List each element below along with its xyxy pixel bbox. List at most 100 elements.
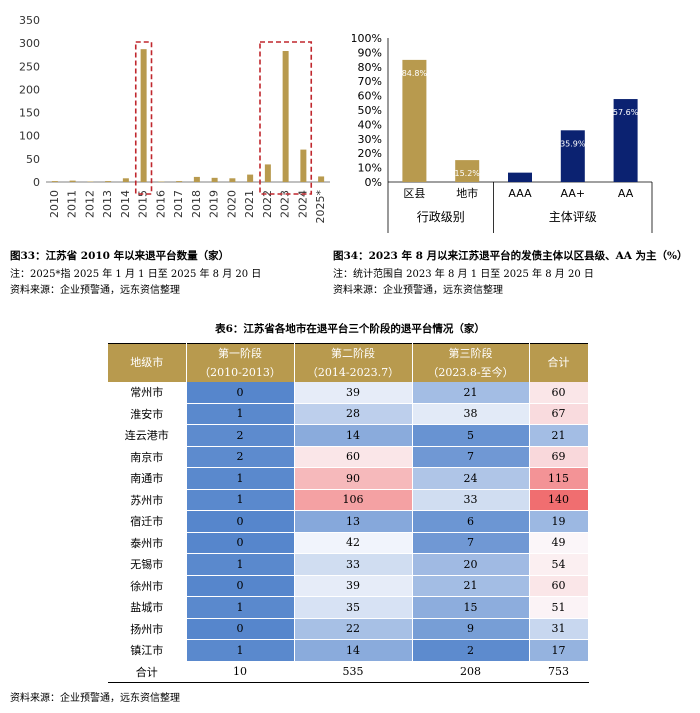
city-cell: 南通市 <box>108 467 187 490</box>
table-row: 徐州市 0 39 21 60 <box>108 575 589 597</box>
header-stage3-range: （2023.8-至今） <box>412 364 530 382</box>
total-cell: 54 <box>529 553 589 576</box>
table-row: 盐城市 1 35 15 51 <box>108 596 589 619</box>
stage2-cell: 28 <box>294 403 413 425</box>
value-label: 57.6% <box>613 108 639 117</box>
x-tick-label: 2012 <box>83 190 96 218</box>
figure33-source: 资料来源：企业预警通，远东资信整理 <box>10 285 180 296</box>
header-city: 地级市 <box>108 343 187 382</box>
total-cell: 67 <box>529 403 589 425</box>
stage1-cell: 0 <box>186 510 295 533</box>
y-tick-label: 60% <box>358 90 382 103</box>
header-stage1: 第一阶段 <box>186 343 295 364</box>
bar-2022 <box>264 164 271 182</box>
figure33-note: 注：2025*指 2025 年 1 月 1 日至 2025 年 8 月 20 日 <box>10 269 262 280</box>
stage3-cell: 5 <box>412 424 530 447</box>
total-cell: 60 <box>529 575 589 597</box>
value-label: 6.5% <box>510 182 531 191</box>
table-total-row: 合计 10 535 208 753 <box>108 660 589 683</box>
stage2-cell: 39 <box>294 575 413 597</box>
bar-2019 <box>211 177 218 182</box>
figure33-caption: 图33：江苏省 2010 年以来退平台数量（家） <box>10 250 230 262</box>
stage2-cell: 22 <box>294 618 413 640</box>
total-stage1-cell: 10 <box>186 660 295 683</box>
table-row: 宿迁市 0 13 6 19 <box>108 510 589 533</box>
bar-2010 <box>51 181 58 182</box>
stage1-cell: 0 <box>186 575 295 597</box>
header-stage2: 第二阶段 <box>294 343 413 364</box>
stage2-cell: 42 <box>294 532 413 554</box>
table-row: 泰州市 0 42 7 49 <box>108 532 589 554</box>
y-tick-label: 150 <box>19 107 40 120</box>
bar-2017 <box>176 181 183 182</box>
city-cell: 南京市 <box>108 446 187 468</box>
y-tick-label: 350 <box>19 14 40 27</box>
value-label: 35.9% <box>560 139 586 148</box>
y-tick-label: 80% <box>358 61 382 74</box>
stage3-cell: 21 <box>412 382 530 404</box>
x-tick-label: AA <box>618 187 634 200</box>
x-tick-label: 2018 <box>190 190 203 218</box>
x-tick-label: 2010 <box>48 190 61 218</box>
stage3-cell: 38 <box>412 403 530 425</box>
x-tick-label: 区县 <box>403 187 425 200</box>
total-cell: 19 <box>529 510 589 533</box>
y-tick-label: 0 <box>33 176 40 189</box>
total-cell: 31 <box>529 618 589 640</box>
issuer-share-chart: 0%10% 20%30% 40%50%60% 70%80% 90%100% 84.8% 区县… <box>352 32 653 233</box>
x-tick-label: 2014 <box>119 190 132 218</box>
total-label-cell: 合计 <box>108 660 187 683</box>
x-tick-label: 地市 <box>456 186 478 200</box>
y-tick-label: 0% <box>365 176 382 189</box>
value-label: 84.8% <box>402 69 428 78</box>
total-stage3-cell: 208 <box>412 660 530 683</box>
header-stage2-range: （2014-2023.7） <box>294 364 413 382</box>
table6-title: 表6：江苏省各地市在退平台三个阶段的退平台情况（家） <box>215 323 485 335</box>
stage1-cell: 1 <box>186 403 295 425</box>
bar-区县 <box>402 59 427 182</box>
bar-2023 <box>282 51 289 182</box>
y-tick-label: 20% <box>358 147 382 160</box>
y-tick-label: 100 <box>19 130 40 143</box>
stage1-cell: 1 <box>186 489 295 511</box>
bar-2014 <box>122 178 129 182</box>
stage1-cell: 2 <box>186 446 295 468</box>
city-cell: 苏州市 <box>108 489 187 511</box>
stage2-cell: 90 <box>294 467 413 490</box>
y-tick-label: 90% <box>358 46 382 59</box>
stage2-cell: 106 <box>294 489 413 511</box>
y-tick-label: 200 <box>19 83 40 96</box>
stage2-cell: 60 <box>294 446 413 468</box>
stage3-cell: 15 <box>412 596 530 619</box>
figure34-source: 资料来源：企业预警通，远东资信整理 <box>333 285 503 296</box>
table-row: 常州市 0 39 21 60 <box>108 382 589 404</box>
bar-地市 <box>455 160 480 182</box>
city-cell: 连云港市 <box>108 424 187 447</box>
total-cell: 69 <box>529 446 589 468</box>
x-tick-label: 2023 <box>279 190 292 218</box>
x-tick-label: 2019 <box>208 190 221 218</box>
group-label-admin: 行政级别 <box>417 210 465 224</box>
y-tick-label: 100% <box>352 32 382 45</box>
header-stage1-range: （2010-2013） <box>186 364 295 382</box>
stage1-cell: 1 <box>186 467 295 490</box>
city-cell: 无锡市 <box>108 553 187 576</box>
stage1-cell: 0 <box>186 618 295 640</box>
city-cell: 淮安市 <box>108 403 187 425</box>
city-cell: 徐州市 <box>108 575 187 597</box>
stage1-cell: 1 <box>186 639 295 662</box>
total-cell: 51 <box>529 596 589 619</box>
stage2-cell: 33 <box>294 553 413 576</box>
stage1-cell: 2 <box>186 424 295 447</box>
stage2-cell: 13 <box>294 510 413 533</box>
table-row: 淮安市 1 28 38 67 <box>108 403 589 425</box>
x-tick-label: 2016 <box>154 190 167 218</box>
table-row: 无锡市 1 33 20 54 <box>108 553 589 576</box>
stage3-cell: 2 <box>412 639 530 662</box>
stage2-cell: 14 <box>294 639 413 662</box>
city-cell: 宿迁市 <box>108 510 187 533</box>
stage3-cell: 24 <box>412 467 530 490</box>
x-tick-label: AA+ <box>561 187 586 200</box>
total-stage2-cell: 535 <box>294 660 413 683</box>
table-row: 苏州市 1 106 33 140 <box>108 489 589 511</box>
